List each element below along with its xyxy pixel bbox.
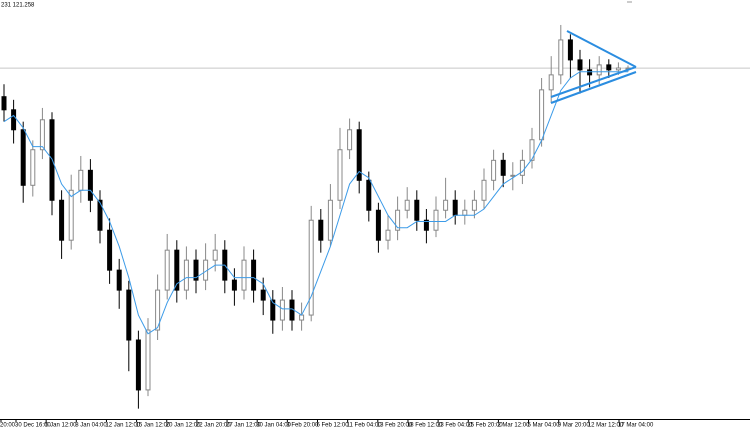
candle-body <box>126 289 132 341</box>
candle-body <box>327 199 333 241</box>
candle-body <box>164 249 170 291</box>
candle-body <box>539 89 545 141</box>
candle-body <box>423 219 429 231</box>
candle-body <box>606 64 612 71</box>
candle-body <box>510 174 516 177</box>
candle-body <box>337 149 343 201</box>
x-tick-label: 30 Jan 04:00 <box>256 423 291 429</box>
candle-body <box>558 39 564 76</box>
x-tick-label: 18 Feb 12:00 <box>407 423 443 429</box>
x-tick-label: 22 Jan 20:00 <box>196 423 231 429</box>
candle-body <box>1 96 7 111</box>
candle-body <box>491 159 497 181</box>
candle-body <box>318 219 324 241</box>
x-tick-label: 11 Feb 04:00 <box>347 423 383 429</box>
candle-body <box>366 179 372 211</box>
candle-body <box>107 229 113 271</box>
moving-average <box>3 71 628 335</box>
candle-body <box>212 249 218 261</box>
x-tick-label: 23 Feb 04:00 <box>437 423 473 429</box>
candle-body <box>443 199 449 211</box>
x-tick-label: 17 Mar 04:00 <box>618 423 654 429</box>
x-tick-label: 5 Jan 12:00 <box>45 423 77 429</box>
candle-body <box>519 159 525 176</box>
candle-body <box>30 149 36 186</box>
candle-body <box>548 74 554 91</box>
candle-body <box>587 69 593 76</box>
candle-body <box>308 219 314 316</box>
x-tick-label: 3 Feb 20:00 <box>286 423 319 429</box>
candle-body <box>385 229 391 241</box>
x-tick-label: 25 Feb 20:00 <box>467 423 503 429</box>
candle-body <box>615 67 621 71</box>
x-tick-label: 15 Jan 12:00 <box>136 423 171 429</box>
candle-body <box>452 199 458 216</box>
candle-body <box>241 259 247 291</box>
candle-body <box>174 249 180 291</box>
candle-body <box>567 39 573 61</box>
x-tick-label: 13 Feb 20:00 <box>377 423 413 429</box>
candle-body <box>251 259 257 291</box>
candle-body <box>135 339 141 391</box>
candle-body <box>270 299 276 321</box>
x-tick-label: 20 Jan 12:00 <box>166 423 201 429</box>
candle-body <box>395 209 401 231</box>
x-tick-label: 2 Mar 12:00 <box>497 423 530 429</box>
x-tick-label: 9 Mar 20:00 <box>558 423 591 429</box>
x-tick-label: 30 Dec 16:00 <box>15 423 51 429</box>
candle-body <box>20 129 26 186</box>
candle-body <box>414 199 420 221</box>
x-tick-label: 5 Mar 04:00 <box>528 423 561 429</box>
candle-body <box>596 64 602 76</box>
x-tick-label: 20:00 <box>0 423 16 429</box>
candle-body <box>279 299 285 321</box>
candle-body <box>529 139 535 161</box>
candle-body <box>97 199 103 231</box>
candle-body <box>299 314 305 321</box>
x-tick-label: 6 Feb 12:00 <box>317 423 350 429</box>
x-tick-label: 12 Jan 12:00 <box>105 423 140 429</box>
candle-body <box>68 189 74 241</box>
upper-trendline <box>566 30 637 68</box>
candle-body <box>356 129 362 181</box>
candle-body <box>433 209 439 231</box>
candle-body <box>78 169 84 191</box>
x-tick-label: 12 Mar 12:00 <box>588 423 624 429</box>
candle-body <box>404 199 410 211</box>
candle-body <box>39 119 45 151</box>
lower-trendline <box>550 66 637 98</box>
triangle-pattern <box>550 30 637 104</box>
candle-body <box>375 209 381 241</box>
candle-body <box>155 289 161 331</box>
candle-body <box>183 259 189 291</box>
lower-trendline-2 <box>550 71 637 104</box>
candle-body <box>116 269 122 291</box>
x-tick-label: 27 Jan 12:00 <box>226 423 261 429</box>
candle-body <box>59 199 65 241</box>
candle-body <box>87 169 93 201</box>
candle-body <box>145 329 151 391</box>
candle-body <box>577 59 583 71</box>
candle-body <box>481 179 487 201</box>
candle-body <box>231 279 237 291</box>
candle-body <box>471 199 477 211</box>
candle-body <box>11 109 17 131</box>
candle-body <box>260 289 266 301</box>
x-tick-label: 8 Jan 04:00 <box>75 423 107 429</box>
candle-body <box>500 159 506 176</box>
candle-body <box>193 259 199 281</box>
candle-body <box>347 129 353 151</box>
header-text: 231 121.258 <box>1 3 35 9</box>
candle-body <box>462 209 468 216</box>
